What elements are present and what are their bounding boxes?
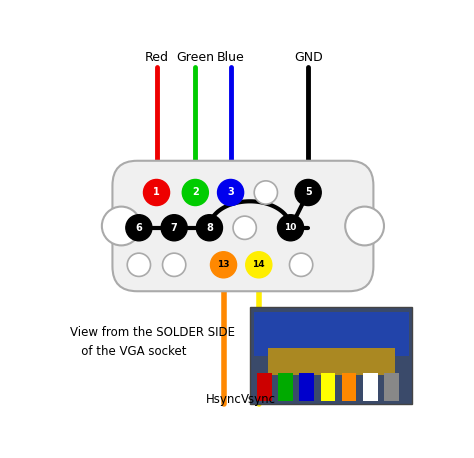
Bar — [300, 373, 314, 401]
Bar — [384, 373, 399, 401]
Text: 10: 10 — [284, 223, 297, 232]
Circle shape — [161, 215, 187, 241]
Bar — [342, 373, 356, 401]
Text: View from the SOLDER SIDE
   of the VGA socket: View from the SOLDER SIDE of the VGA soc… — [70, 327, 235, 358]
Circle shape — [218, 180, 244, 206]
Circle shape — [254, 181, 277, 204]
Bar — [278, 373, 293, 401]
Bar — [268, 348, 394, 375]
Circle shape — [196, 215, 222, 241]
Circle shape — [163, 253, 186, 277]
Circle shape — [144, 180, 170, 206]
Bar — [363, 373, 378, 401]
Bar — [257, 373, 272, 401]
Text: Vsync: Vsync — [241, 393, 276, 406]
Text: Green: Green — [176, 51, 214, 64]
Circle shape — [295, 180, 321, 206]
Circle shape — [233, 216, 256, 240]
Text: 6: 6 — [136, 223, 142, 233]
Circle shape — [182, 180, 209, 206]
Text: Hsync: Hsync — [206, 393, 241, 406]
Circle shape — [277, 215, 303, 241]
Text: 2: 2 — [192, 187, 199, 197]
Bar — [254, 312, 409, 355]
Text: GND: GND — [294, 51, 322, 64]
Text: 3: 3 — [227, 187, 234, 197]
Text: 7: 7 — [171, 223, 178, 233]
Text: 1: 1 — [153, 187, 160, 197]
Text: 5: 5 — [305, 187, 311, 197]
FancyBboxPatch shape — [250, 307, 412, 404]
FancyBboxPatch shape — [112, 161, 374, 291]
Text: 8: 8 — [206, 223, 213, 233]
Circle shape — [290, 253, 313, 277]
Text: Red: Red — [145, 51, 169, 64]
Text: 13: 13 — [217, 260, 230, 269]
Text: Blue: Blue — [217, 51, 245, 64]
Circle shape — [126, 215, 152, 241]
Circle shape — [210, 252, 237, 278]
Circle shape — [345, 207, 384, 245]
Text: 14: 14 — [253, 260, 265, 269]
Circle shape — [246, 252, 272, 278]
Circle shape — [127, 253, 151, 277]
Circle shape — [102, 207, 141, 245]
Bar — [320, 373, 335, 401]
